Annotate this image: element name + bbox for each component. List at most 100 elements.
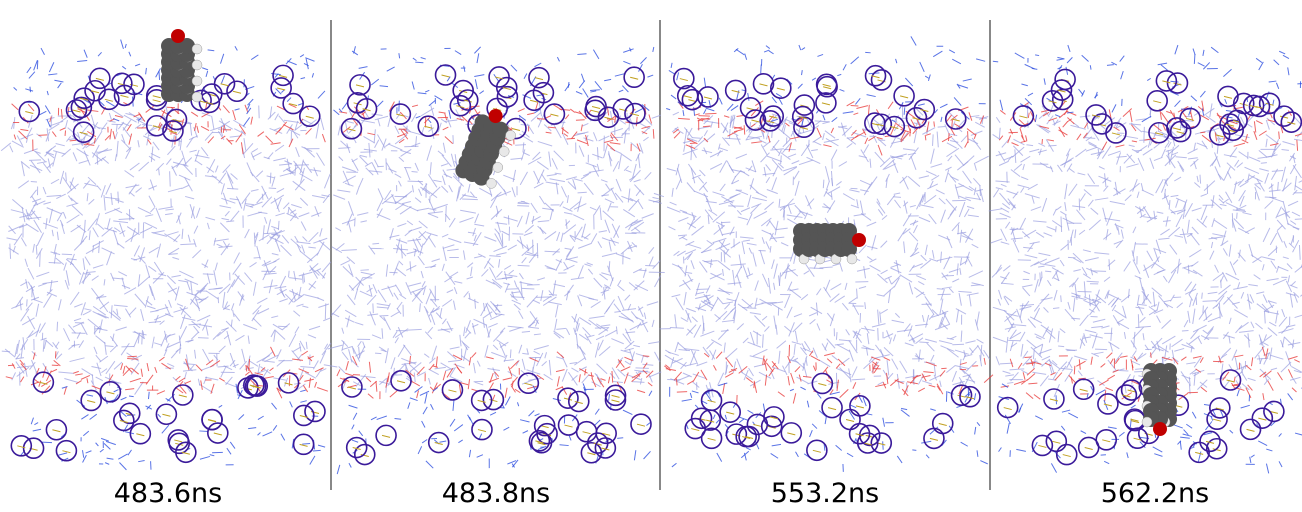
lipid-tail: [950, 176, 958, 180]
phosphate: [305, 401, 325, 421]
lipid-tail: [1295, 265, 1302, 273]
lipid-tail: [291, 204, 302, 207]
lipid-tail: [467, 263, 473, 268]
lipid-ester: [445, 113, 447, 120]
lipid-head: [682, 399, 692, 401]
lipid-tail: [1252, 257, 1261, 263]
lipid-head: [617, 438, 623, 439]
lipid-tail: [275, 145, 284, 151]
lipid-tail: [1136, 145, 1147, 152]
lipid-tail: [114, 305, 128, 306]
lipid-ester: [70, 140, 77, 141]
lipid-head: [454, 425, 463, 431]
lipid-tail: [890, 338, 892, 345]
lipid-tail: [700, 262, 708, 273]
phosphate-bond: [630, 77, 638, 79]
lipid-tail: [887, 330, 890, 338]
lipid-tail: [1283, 179, 1287, 192]
lipid-tail: [533, 300, 540, 303]
lipid-tail: [576, 333, 578, 349]
lipid-tail: [149, 196, 155, 207]
lipid-tail: [475, 299, 476, 309]
lipid-tail: [1277, 225, 1282, 230]
lipid-ester: [433, 366, 438, 367]
lipid-tail: [1078, 173, 1086, 175]
lipid-tail: [1029, 149, 1039, 152]
lipid-tail: [1091, 268, 1093, 275]
lipid-tail: [509, 270, 514, 274]
lipid-tail: [1281, 325, 1289, 333]
lipid-head: [640, 57, 646, 63]
lipid-tail: [1182, 229, 1186, 244]
lipid-tail: [196, 208, 200, 218]
lipid-head: [377, 101, 383, 107]
phosphate: [100, 382, 120, 402]
lipid-head: [800, 387, 805, 390]
lipid-tail: [538, 141, 552, 146]
lipid-tail: [875, 152, 885, 163]
membrane-snapshot: [1, 29, 337, 470]
lipid-ester: [346, 361, 349, 370]
lipid-tail: [1040, 345, 1043, 356]
lipid-tail: [1265, 173, 1269, 184]
lipid-head: [312, 73, 313, 77]
phosphate-bond: [306, 116, 314, 118]
lipid-ester: [744, 125, 745, 134]
lipid-tail: [377, 214, 391, 220]
lipid-tail: [302, 275, 303, 284]
lipid-tail: [84, 309, 91, 311]
lipid-tail: [911, 248, 918, 256]
lipid-tail: [195, 160, 202, 165]
lipid-tail: [30, 190, 36, 198]
lipid-tail: [878, 209, 882, 215]
lipid-tail: [599, 328, 609, 334]
lipid-head: [359, 431, 363, 436]
lipid-tail: [97, 224, 104, 230]
phosphate-bond: [787, 433, 795, 435]
lipid-head: [146, 406, 152, 409]
lipid-tail: [1031, 207, 1041, 211]
lipid-ester: [855, 132, 865, 138]
lipid-tail: [762, 274, 768, 287]
lipid-tail: [1040, 376, 1048, 387]
lipid-ester: [648, 383, 652, 386]
lipid-ester: [918, 388, 925, 391]
lipid-head: [47, 91, 48, 95]
lipid-tail: [1125, 195, 1131, 201]
lipid-tail: [43, 340, 44, 352]
lipid-tail: [459, 217, 473, 222]
lipid-tail: [1116, 135, 1121, 139]
lipid-head: [158, 414, 161, 417]
lipid-ester: [20, 360, 24, 365]
lipid-tail: [1212, 156, 1218, 165]
lipid-tail: [92, 276, 99, 281]
lipid-tail: [754, 364, 765, 367]
lipid-tail: [1164, 300, 1171, 301]
lipid-head: [524, 73, 527, 78]
lipid-tail: [849, 190, 859, 192]
phosphate-bond: [478, 430, 486, 432]
lipid-tail: [1068, 302, 1070, 309]
lipid-tail: [909, 232, 918, 242]
lipid-head: [930, 409, 935, 411]
lipid-tail: [1282, 337, 1284, 347]
lipid-tail: [235, 274, 245, 285]
lipid-head: [81, 415, 88, 420]
lipid-tail: [537, 278, 545, 280]
lipid-tail: [414, 249, 415, 256]
lipid-tail: [564, 212, 572, 214]
phosphate: [698, 87, 718, 107]
lipid-tail: [104, 279, 105, 285]
phosphate: [341, 119, 361, 139]
lipid-tail: [509, 327, 521, 331]
lipid-tail: [1244, 335, 1250, 341]
lipid-tail: [291, 239, 301, 248]
phosphate-bond: [448, 390, 456, 392]
lipid-ester: [728, 131, 738, 136]
lipid-tail: [702, 150, 712, 152]
lipid-head: [395, 419, 402, 420]
lipid-tail: [1022, 370, 1029, 373]
lipid-tail: [1038, 150, 1047, 152]
lipid-tail: [857, 289, 858, 299]
lipid-tail: [399, 294, 406, 299]
